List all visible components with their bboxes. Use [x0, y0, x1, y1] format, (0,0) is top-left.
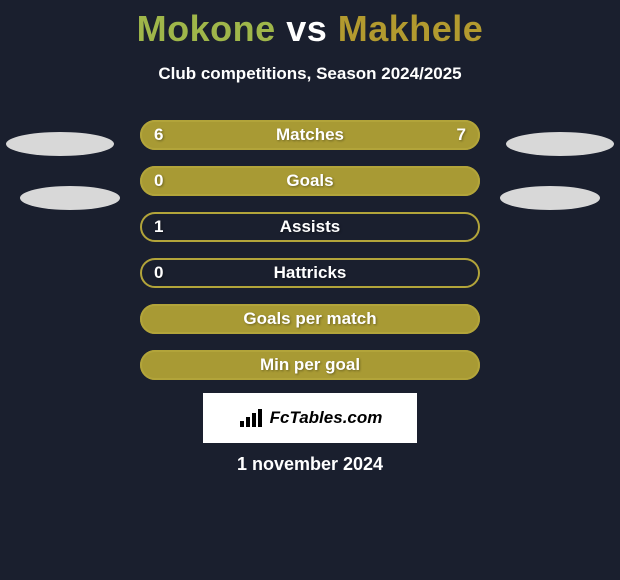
player2-name: Makhele — [338, 8, 484, 49]
decorative-ellipse — [20, 186, 120, 210]
stat-label: Assists — [140, 212, 480, 242]
vs-text: vs — [286, 8, 327, 49]
stat-label: Hattricks — [140, 258, 480, 288]
chart-icon — [238, 407, 264, 429]
decorative-ellipse — [506, 132, 614, 156]
badge-text: FcTables.com — [270, 408, 383, 428]
decorative-ellipse — [500, 186, 600, 210]
page-title: Mokone vs Makhele — [0, 8, 620, 50]
stat-bar-row: 1Assists — [140, 212, 480, 242]
stat-label: Goals per match — [140, 304, 480, 334]
decorative-ellipse — [6, 132, 114, 156]
subtitle: Club competitions, Season 2024/2025 — [0, 64, 620, 84]
source-badge: FcTables.com — [203, 393, 417, 443]
stat-bars: 67Matches 0Goals 1Assists 0Hattricks Goals p… — [140, 120, 480, 396]
stat-label: Goals — [140, 166, 480, 196]
date-text: 1 november 2024 — [0, 454, 620, 475]
stat-label: Min per goal — [140, 350, 480, 380]
stat-bar-row: Goals per match — [140, 304, 480, 334]
stat-bar-row: Min per goal — [140, 350, 480, 380]
stat-bar-row: 67Matches — [140, 120, 480, 150]
player1-name: Mokone — [137, 8, 276, 49]
stat-bar-row: 0Goals — [140, 166, 480, 196]
stat-bar-row: 0Hattricks — [140, 258, 480, 288]
stat-label: Matches — [140, 120, 480, 150]
